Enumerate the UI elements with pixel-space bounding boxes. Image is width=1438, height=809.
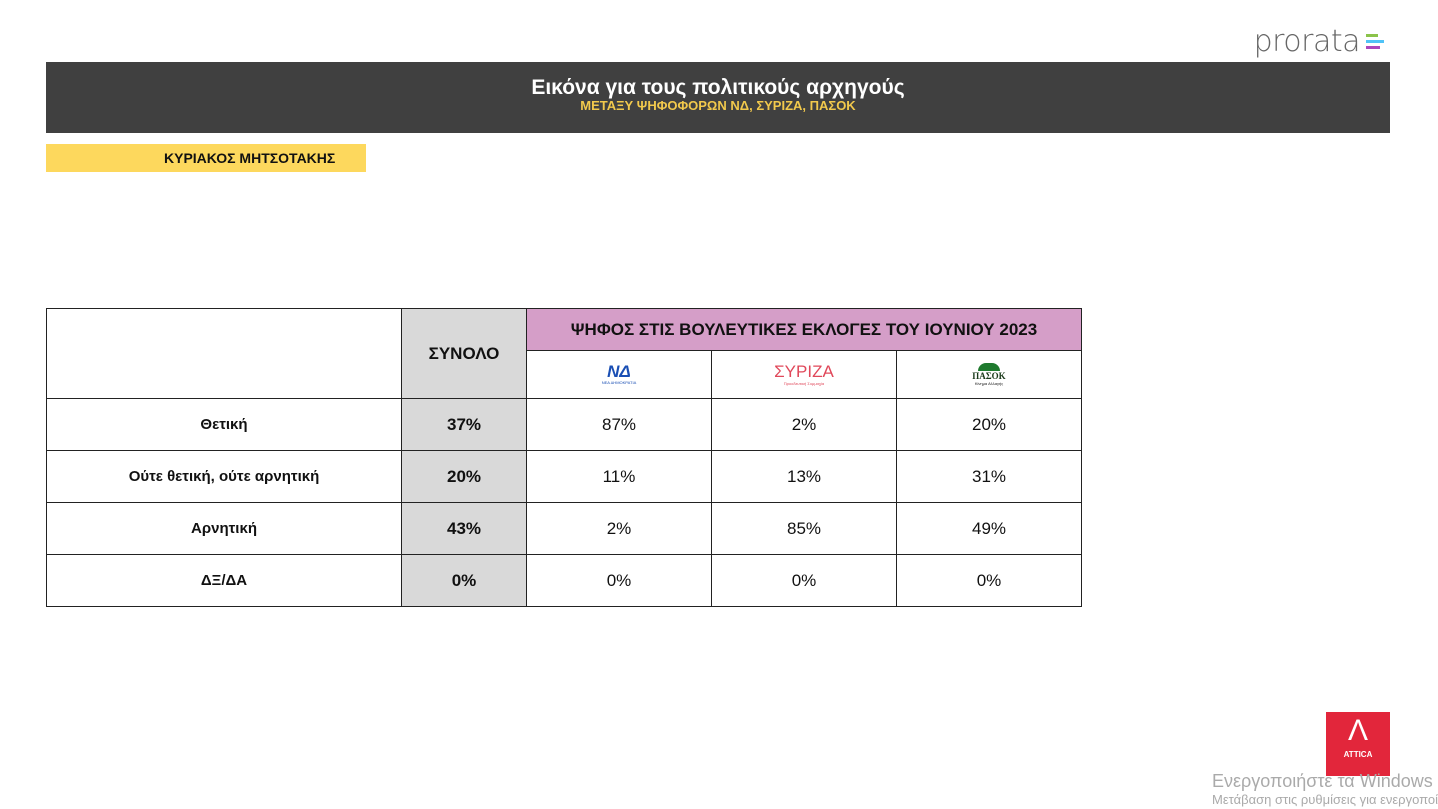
syriza-value: 0%: [711, 554, 897, 607]
pasok-value: 0%: [896, 554, 1082, 607]
pasok-value: 31%: [896, 450, 1082, 503]
nd-value: 2%: [526, 502, 712, 555]
nd-value: 87%: [526, 398, 712, 451]
page-title: Εικόνα για τους πολιτικούς αρχηγούς: [531, 76, 905, 99]
pasok-logo-caption: Κίνημα Αλλαγής: [974, 381, 1004, 386]
empty-corner-cell: [46, 308, 402, 399]
nd-logo-caption: ΝΕΑ ΔΗΜΟΚΡΑΤΙΑ: [601, 380, 637, 385]
row-label: Αρνητική: [46, 502, 402, 555]
windows-activation-watermark: Ενεργοποιήστε τα Windows Μετάβαση στις ρ…: [1212, 770, 1438, 808]
total-header: ΣΥΝΟΛΟ: [401, 308, 527, 399]
nd-logo-icon: ΝΔ: [607, 362, 631, 381]
results-table: ΣΥΝΟΛΟ ΨΗΦΟΣ ΣΤΙΣ ΒΟΥΛΕΥΤΙΚΕΣ ΕΚΛΟΓΕΣ ΤΟ…: [46, 308, 1082, 607]
attica-logo: Λ ATTICA: [1326, 712, 1390, 776]
syriza-value: 13%: [711, 450, 897, 503]
page-subtitle: ΜΕΤΑΞΥ ΨΗΦΟΦΟΡΩΝ ΝΔ, ΣΥΡΙΖΑ, ΠΑΣΟΚ: [580, 98, 856, 113]
party-logo-pasok: ΠΑΣΟΚ Κίνημα Αλλαγής: [896, 350, 1082, 399]
brand-bars-icon: [1366, 34, 1384, 49]
watermark-line-1: Ενεργοποιήστε τα Windows: [1212, 771, 1433, 791]
brand-name: prorata: [1253, 24, 1361, 59]
total-value: 20%: [401, 450, 527, 503]
total-value: 37%: [401, 398, 527, 451]
prorata-logo: prorata: [1254, 24, 1384, 59]
party-logo-syriza: ΣΥΡΙΖΑ Προοδευτική Συμμαχία: [711, 350, 897, 399]
pasok-sun-icon: [978, 363, 1000, 371]
syriza-value: 85%: [711, 502, 897, 555]
table-row: ΔΞ/ΔΑ 0% 0% 0% 0%: [46, 554, 1082, 607]
group-header: ΨΗΦΟΣ ΣΤΙΣ ΒΟΥΛΕΥΤΙΚΕΣ ΕΚΛΟΓΕΣ ΤΟΥ ΙΟΥΝΙ…: [526, 308, 1082, 351]
leader-name-tag: ΚΥΡΙΑΚΟΣ ΜΗΤΣΟΤΑΚΗΣ: [46, 144, 366, 172]
row-label: Ούτε θετική, ούτε αρνητική: [46, 450, 402, 503]
pasok-value: 20%: [896, 398, 1082, 451]
table-row: Ούτε θετική, ούτε αρνητική 20% 11% 13% 3…: [46, 450, 1082, 503]
title-banner: Εικόνα για τους πολιτικούς αρχηγούς ΜΕΤΑ…: [46, 62, 1390, 133]
syriza-logo-icon: ΣΥΡΙΖΑ: [774, 362, 834, 381]
table-row: Αρνητική 43% 2% 85% 49%: [46, 502, 1082, 555]
watermark-line-2: Μετάβαση στις ρυθμίσεις για ενεργοποίηση…: [1212, 792, 1438, 807]
table-row: Θετική 37% 87% 2% 20%: [46, 398, 1082, 451]
row-label: ΔΞ/ΔΑ: [46, 554, 402, 607]
row-label: Θετική: [46, 398, 402, 451]
total-value: 0%: [401, 554, 527, 607]
nd-value: 0%: [526, 554, 712, 607]
total-value: 43%: [401, 502, 527, 555]
attica-a-icon: Λ: [1347, 714, 1369, 747]
syriza-value: 2%: [711, 398, 897, 451]
pasok-value: 49%: [896, 502, 1082, 555]
pasok-logo-text: ΠΑΣΟΚ: [972, 371, 1006, 381]
attica-label: ATTICA: [1343, 750, 1373, 759]
nd-value: 11%: [526, 450, 712, 503]
party-logo-nd: ΝΔ ΝΕΑ ΔΗΜΟΚΡΑΤΙΑ: [526, 350, 712, 399]
syriza-logo-caption: Προοδευτική Συμμαχία: [783, 381, 825, 386]
